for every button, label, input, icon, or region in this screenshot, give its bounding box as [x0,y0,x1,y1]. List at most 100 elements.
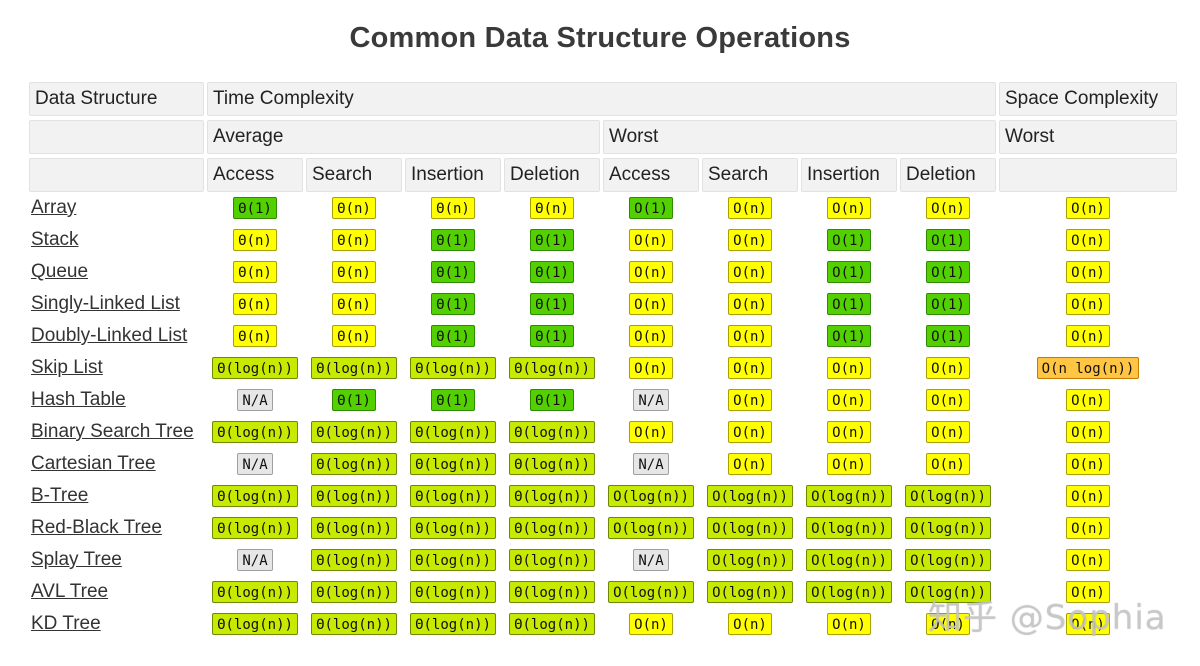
table-row: Red-Black Tree Θ(log(n)) Θ(log(n)) Θ(log(n)… [29,512,1177,544]
table-row: AVL Tree Θ(log(n)) Θ(log(n)) Θ(log(n)) Θ(log… [29,576,1177,608]
complexity-badge: Θ(1) [233,197,277,219]
complexity-badge: O(n) [926,197,970,219]
complexity-badge: Θ(log(n)) [212,421,298,443]
table-row: Queue Θ(n) Θ(n) Θ(1) Θ(1) O(n) O(n) O(1) O(1) O(n… [29,256,1177,288]
complexity-badge: O(n) [629,261,673,283]
complexity-badge: O(n log(n)) [1036,357,1140,379]
complexity-table: Data Structure Time Complexity Space Com… [26,82,1180,640]
complexity-badge: Θ(log(n)) [410,581,496,603]
complexity-badge: O(n) [1066,517,1110,539]
complexity-badge: O(n) [728,389,772,411]
complexity-badge: O(n) [926,357,970,379]
table-row: Binary Search Tree Θ(log(n)) Θ(log(n)) Θ(lo… [29,416,1177,448]
complexity-badge: O(n) [629,421,673,443]
header-op-deletion: Deletion [900,158,996,192]
complexity-badge: Θ(log(n)) [509,485,595,507]
header-op-search: Search [702,158,798,192]
complexity-badge: O(n) [1066,613,1110,635]
complexity-badge: Θ(log(n)) [509,613,595,635]
data-structure-link[interactable]: Skip List [31,357,103,378]
complexity-badge: Θ(log(n)) [212,613,298,635]
complexity-badge: Θ(n) [530,197,574,219]
data-structure-link[interactable]: Hash Table [31,389,126,410]
complexity-badge: Θ(log(n)) [509,357,595,379]
complexity-badge: O(1) [827,229,871,251]
header-average: Average [207,120,600,154]
complexity-badge: Θ(log(n)) [509,517,595,539]
complexity-badge: O(n) [1066,261,1110,283]
complexity-badge: Θ(log(n)) [311,613,397,635]
data-structure-link[interactable]: Splay Tree [31,549,122,570]
complexity-badge: Θ(1) [431,325,475,347]
complexity-badge: Θ(1) [431,229,475,251]
complexity-badge: O(n) [1066,485,1110,507]
complexity-badge: O(log(n)) [608,581,694,603]
data-structure-link[interactable]: AVL Tree [31,581,109,602]
complexity-badge: O(n) [926,421,970,443]
complexity-badge: Θ(1) [530,389,574,411]
data-structure-link[interactable]: KD Tree [31,613,101,634]
complexity-badge: Θ(log(n)) [410,421,496,443]
complexity-badge: O(1) [926,293,970,315]
complexity-badge: Θ(log(n)) [410,357,496,379]
complexity-badge: Θ(1) [530,293,574,315]
complexity-badge: O(n) [629,325,673,347]
header-row-cases: Average Worst Worst [29,120,1177,154]
data-structure-link[interactable]: Doubly-Linked List [31,325,188,346]
data-structure-link[interactable]: Binary Search Tree [31,421,194,442]
complexity-badge: O(log(n)) [707,517,793,539]
complexity-badge: O(log(n)) [905,485,991,507]
complexity-badge: Θ(log(n)) [212,581,298,603]
data-structure-link[interactable]: Queue [31,261,89,282]
complexity-badge: Θ(1) [431,261,475,283]
complexity-badge: O(log(n)) [905,581,991,603]
complexity-badge: Θ(log(n)) [311,517,397,539]
complexity-badge: O(n) [827,357,871,379]
table-row: B-Tree Θ(log(n)) Θ(log(n)) Θ(log(n)) Θ(log(n… [29,480,1177,512]
complexity-badge: O(n) [827,389,871,411]
table-row: Cartesian Tree N/A Θ(log(n)) Θ(log(n)) Θ(log… [29,448,1177,480]
complexity-badge: O(log(n)) [806,517,892,539]
complexity-badge: O(n) [629,357,673,379]
table-row: Skip List Θ(log(n)) Θ(log(n)) Θ(log(n)) Θ(lo… [29,352,1177,384]
data-structure-link[interactable]: Cartesian Tree [31,453,156,474]
complexity-badge: Θ(n) [332,325,376,347]
complexity-badge: O(1) [629,197,673,219]
complexity-badge: O(n) [629,613,673,635]
header-op-deletion: Deletion [504,158,600,192]
complexity-badge: O(n) [728,357,772,379]
complexity-badge: Θ(n) [431,197,475,219]
data-structure-link[interactable]: Array [31,197,77,218]
data-structure-link[interactable]: Singly-Linked List [31,293,180,314]
complexity-badge: O(log(n)) [707,485,793,507]
header-op-insertion: Insertion [405,158,501,192]
complexity-badge: Θ(n) [332,197,376,219]
data-structure-link[interactable]: B-Tree [31,485,89,506]
complexity-badge: Θ(1) [332,389,376,411]
complexity-badge: O(n) [1066,293,1110,315]
complexity-badge: O(log(n)) [905,549,991,571]
complexity-badge: O(log(n)) [806,485,892,507]
data-structure-link[interactable]: Red-Black Tree [31,517,162,538]
complexity-badge: N/A [237,549,273,571]
complexity-badge: Θ(1) [431,293,475,315]
complexity-badge: N/A [237,453,273,475]
complexity-badge: O(n) [728,421,772,443]
watermark: 知乎 @Sophia [928,598,1167,638]
complexity-badge: O(n) [827,421,871,443]
complexity-badge: Θ(n) [332,261,376,283]
complexity-badge: O(n) [827,453,871,475]
complexity-badge: O(n) [827,197,871,219]
header-op-access: Access [603,158,699,192]
header-op-search: Search [306,158,402,192]
complexity-badge: O(n) [1066,325,1110,347]
complexity-badge: O(n) [1066,421,1110,443]
data-structure-link[interactable]: Stack [31,229,79,250]
header-blank [999,158,1177,192]
complexity-badge: O(n) [926,389,970,411]
complexity-badge: O(1) [926,229,970,251]
table-row: Hash Table N/A Θ(1) Θ(1) Θ(1) N/A O(n) O(n) O(n)… [29,384,1177,416]
complexity-badge: O(1) [926,325,970,347]
complexity-badge: Θ(log(n)) [311,581,397,603]
complexity-badge: O(n) [728,613,772,635]
